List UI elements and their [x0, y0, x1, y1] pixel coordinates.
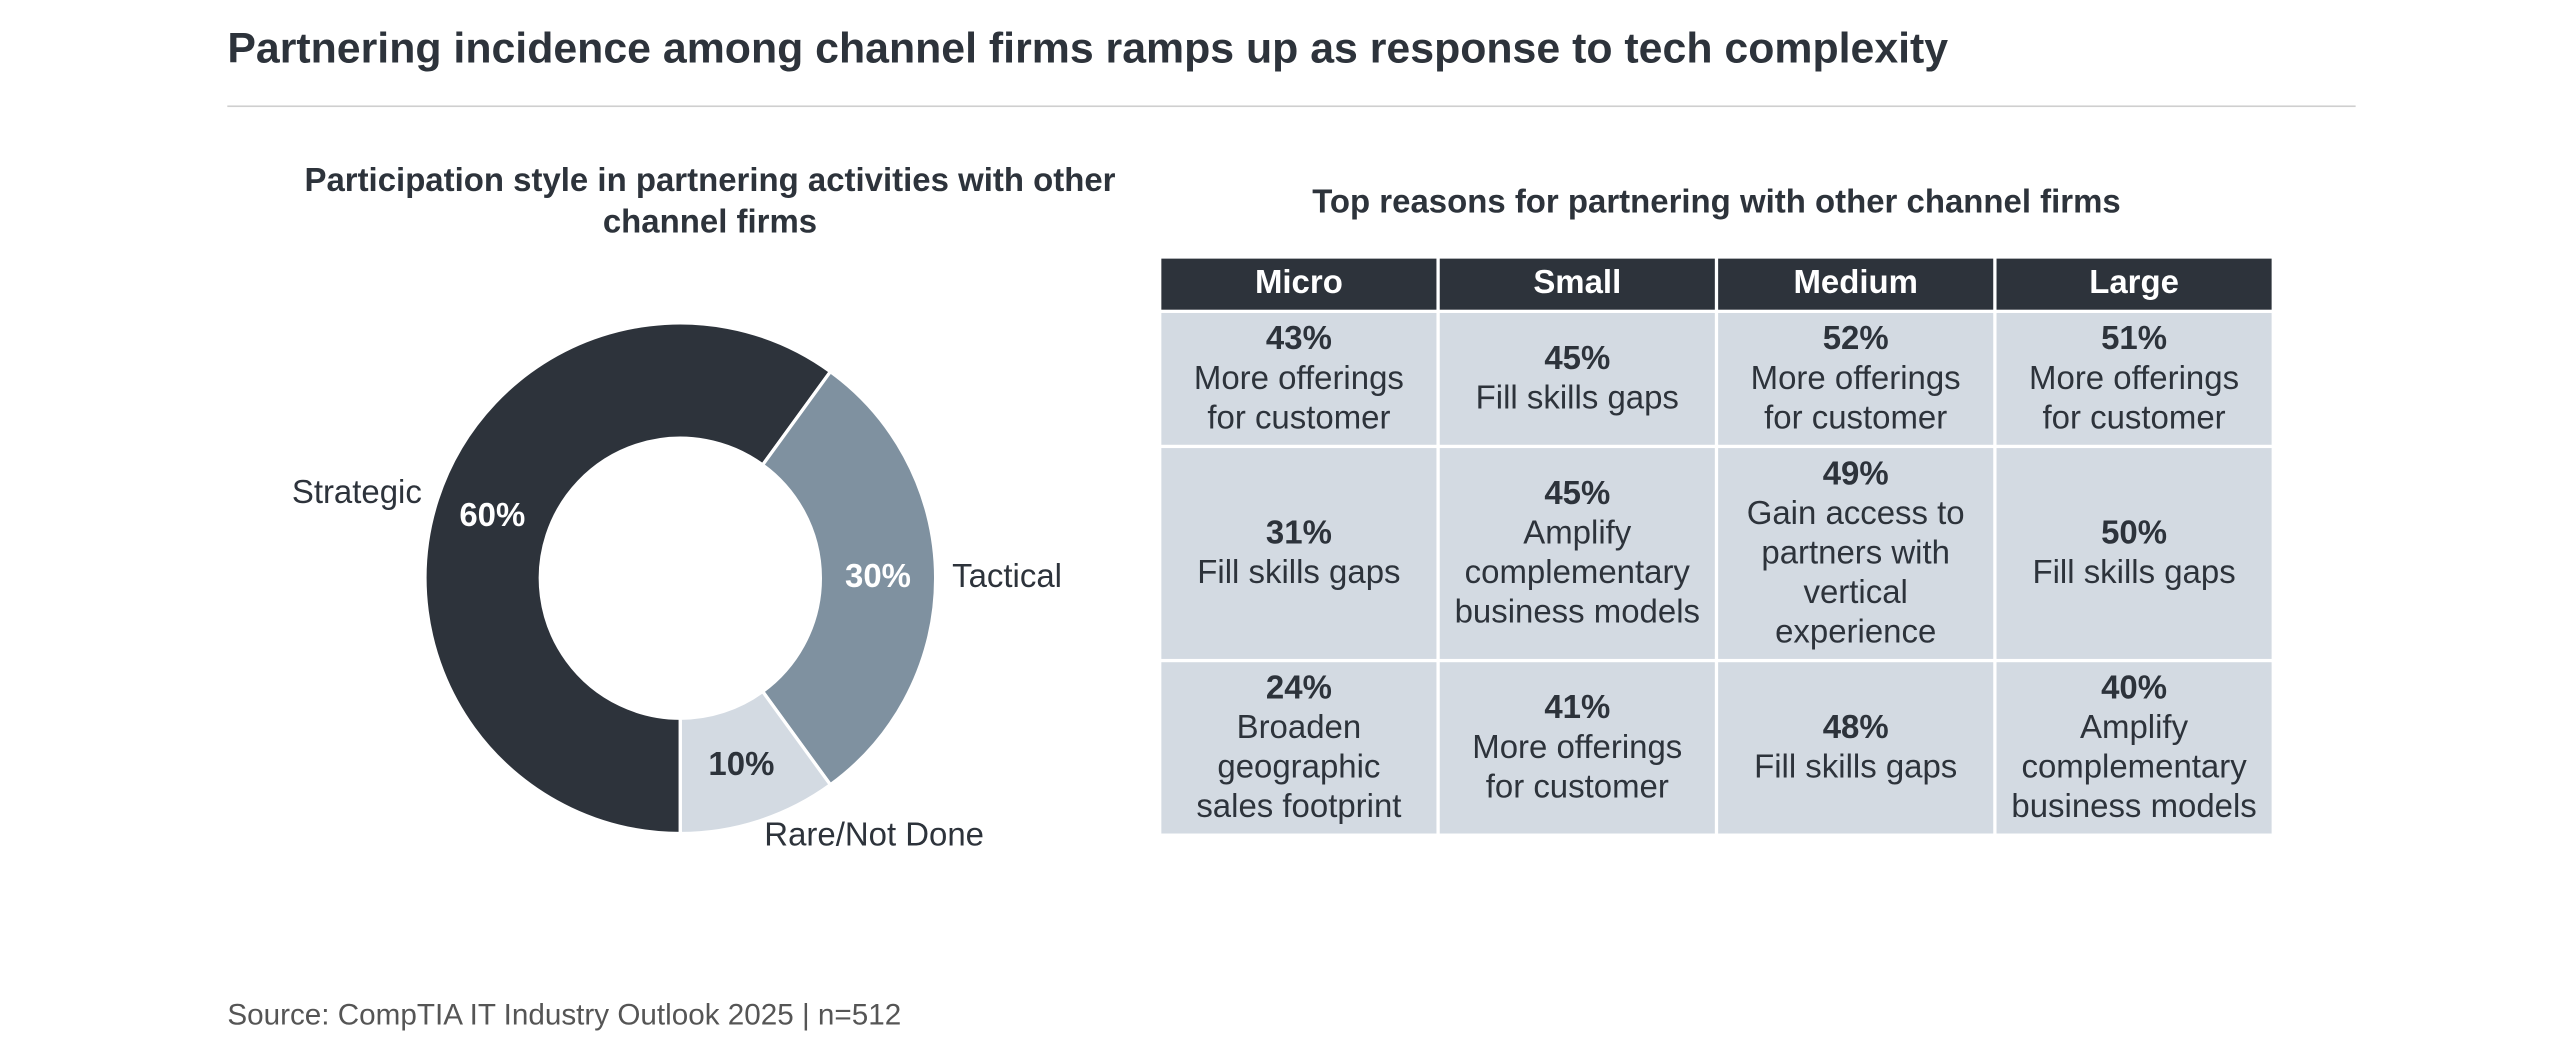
- table-cell: 41% More offerings for customer: [1439, 662, 1715, 834]
- value-label: 60%: [459, 496, 525, 533]
- cell-reason: More offerings for customer: [1472, 729, 1683, 806]
- cell-percent: 50%: [2101, 515, 2168, 552]
- page-title: Partnering incidence among channel firms…: [227, 23, 1949, 73]
- table-cell: 52% More offerings for customer: [1718, 312, 1994, 445]
- table-cell: 43% More offerings for customer: [1161, 312, 1437, 445]
- column-header: Large: [1996, 258, 2272, 310]
- category-label: Rare/Not Done: [764, 815, 984, 852]
- donut-chart: 60% Strategic 30% Tactical 10% Rare/Not Done: [292, 321, 1062, 852]
- header-row: Micro Small Medium Large: [1161, 258, 2272, 310]
- cell-percent: 48%: [1822, 709, 1889, 747]
- cell-percent: 43%: [1265, 321, 1332, 358]
- cell-reason: Fill skills gaps: [1754, 749, 1958, 786]
- reasons-table: Micro Small Medium Large 43% More offerings f…: [1158, 255, 2275, 836]
- cell-reason: Amplify complementary business models: [2011, 709, 2257, 826]
- table-cell: 24% Broaden geographic sales footprint: [1161, 662, 1437, 834]
- table-row: 31% Fill skills gaps 45% Amplify complement…: [1161, 448, 2272, 659]
- cell-percent: 52%: [1822, 321, 1889, 358]
- table-cell: 31% Fill skills gaps: [1161, 448, 1437, 659]
- cell-reason: More offerings for customer: [1193, 360, 1404, 437]
- category-label: Tactical: [952, 557, 1062, 594]
- cell-percent: 31%: [1265, 515, 1332, 552]
- cell-percent: 45%: [1544, 340, 1611, 378]
- table-cell: 45% Fill skills gaps: [1439, 312, 1715, 445]
- table-row: 43% More offerings for customer 45% Fill sk…: [1161, 312, 2272, 445]
- cell-percent: 51%: [2101, 321, 2168, 358]
- donut-segment: [760, 369, 938, 788]
- table-cell: 45% Amplify complementary business models: [1439, 448, 1715, 659]
- table-cell: 48% Fill skills gaps: [1718, 662, 1994, 834]
- chart-title: Participation style in partnering activi…: [304, 163, 1116, 241]
- cell-reason: More offerings for customer: [1750, 360, 1961, 437]
- table-cell: 49% Gain access to partners with vertical…: [1718, 448, 1994, 659]
- cell-reason: Fill skills gaps: [1475, 380, 1679, 417]
- cell-percent: 45%: [1544, 476, 1611, 513]
- value-label: 10%: [708, 745, 774, 782]
- table-title: Top reasons for partnering with other ch…: [1312, 184, 2121, 221]
- table-cell: 40% Amplify complementary business models: [1996, 662, 2272, 834]
- table-row: 24% Broaden geographic sales footprint 41%…: [1161, 662, 2272, 834]
- column-header: Medium: [1718, 258, 1994, 310]
- source-note: Source: CompTIA IT Industry Outlook 2025…: [227, 998, 902, 1032]
- table-cell: 50% Fill skills gaps: [1996, 448, 2272, 659]
- cell-percent: 40%: [2101, 670, 2168, 707]
- cell-percent: 24%: [1265, 670, 1332, 707]
- table-cell: 51% More offerings for customer: [1996, 312, 2272, 445]
- divider: [227, 105, 2356, 108]
- cell-reason: Gain access to partners with vertical ex…: [1746, 495, 1965, 651]
- cell-reason: Fill skills gaps: [1197, 555, 1401, 592]
- donut-segment: [678, 689, 833, 836]
- cell-reason: Fill skills gaps: [2032, 555, 2236, 592]
- cell-reason: More offerings for customer: [2029, 360, 2240, 437]
- cell-reason: Amplify complementary business models: [1454, 515, 1700, 631]
- column-header: Small: [1439, 258, 1715, 310]
- cell-reason: Broaden geographic sales footprint: [1196, 709, 1402, 826]
- cell-percent: 49%: [1822, 456, 1889, 493]
- value-label: 30%: [845, 557, 911, 594]
- donut-segment: [423, 321, 833, 836]
- category-label: Strategic: [292, 473, 422, 510]
- column-header: Micro: [1161, 258, 1437, 310]
- cell-percent: 41%: [1544, 690, 1611, 727]
